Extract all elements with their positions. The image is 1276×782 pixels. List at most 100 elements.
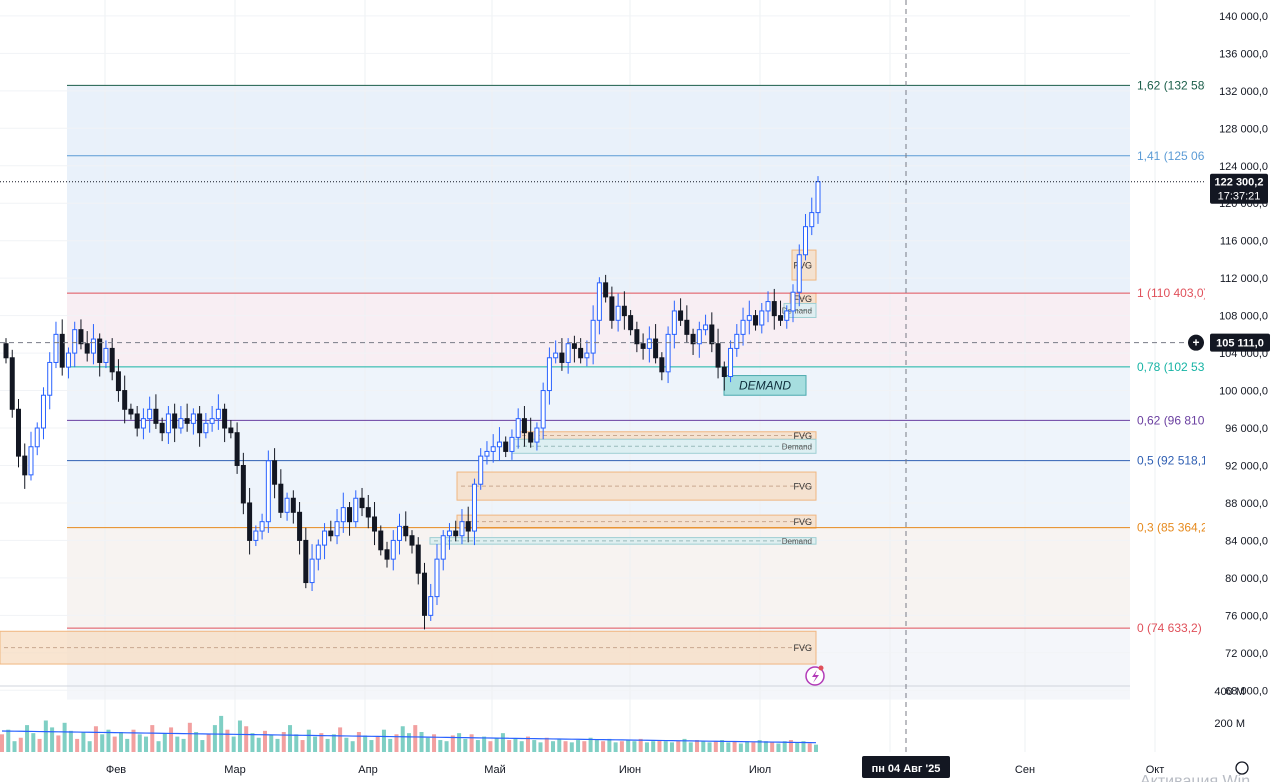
- volume-bar: [795, 742, 800, 755]
- candle-body: [703, 324, 709, 331]
- fib-level-label: 0 (74 633,2): [1137, 621, 1202, 635]
- volume-ma-line: [1, 730, 817, 744]
- price-axis-tick-label: 72 000,0: [1225, 648, 1268, 660]
- candle-body: [190, 413, 196, 424]
- candle-body: [359, 497, 365, 509]
- candle-body: [253, 530, 259, 541]
- candle-body: [640, 343, 646, 349]
- volume-bar: [219, 715, 224, 755]
- candle-body: [815, 181, 821, 214]
- candle-body: [203, 422, 209, 434]
- crosshair-plus-button: [1188, 334, 1204, 351]
- candle-body: [459, 521, 465, 537]
- candle-body: [565, 343, 571, 363]
- volume-bar: [81, 732, 86, 755]
- candle-body: [709, 324, 715, 345]
- candle-body: [59, 333, 65, 368]
- candle-body: [609, 296, 615, 321]
- volume-bar: [738, 743, 743, 755]
- volume-bar: [688, 742, 693, 755]
- price-axis-background: [1205, 0, 1276, 752]
- candle-body: [546, 357, 552, 392]
- volume-bar: [194, 732, 199, 755]
- time-axis-label: Июл: [749, 764, 771, 776]
- candle-body: [646, 338, 652, 349]
- volume-bar: [782, 741, 787, 755]
- volume-bar: [676, 741, 681, 755]
- candle-body: [47, 361, 53, 396]
- candle-body: [759, 310, 765, 326]
- volume-bar: [613, 742, 618, 755]
- candle-body: [78, 329, 84, 345]
- volume-bar: [651, 741, 656, 755]
- candle-body: [65, 352, 71, 368]
- fib-level-label: 0,3 (85 364,2: [1137, 521, 1208, 535]
- volume-bar: [269, 735, 274, 755]
- volume-bar: [488, 741, 493, 755]
- candle-body: [540, 390, 546, 429]
- candle-body: [790, 291, 796, 312]
- candle-body: [140, 418, 146, 429]
- candle-body: [740, 319, 746, 335]
- candle-body: [765, 301, 771, 312]
- fvg-zone-label: FVG: [793, 261, 812, 271]
- volume-bar: [87, 741, 92, 755]
- volume-bar: [75, 738, 80, 755]
- fvg-zone-label: FVG: [793, 431, 812, 441]
- volume-bar: [137, 734, 142, 755]
- volume-bar: [419, 732, 424, 755]
- volume-bar: [156, 741, 161, 755]
- volume-bar: [576, 740, 581, 755]
- volume-bar: [319, 733, 324, 755]
- candle-body: [172, 413, 178, 429]
- volume-bar: [162, 733, 167, 755]
- candle-body: [134, 413, 140, 429]
- volume-bar: [43, 720, 48, 755]
- candle-body: [222, 408, 228, 429]
- candle-body: [403, 525, 409, 537]
- volume-bar: [588, 737, 593, 755]
- fvg-zone-label: FVG: [793, 294, 812, 304]
- plus-icon: +: [1192, 336, 1199, 350]
- candle-body: [115, 371, 121, 392]
- candle-body: [409, 535, 415, 546]
- fvg-zone: [517, 431, 817, 440]
- candle-body: [184, 418, 190, 424]
- volume-bar: [294, 734, 299, 755]
- candle-body: [471, 483, 477, 532]
- fib-level-label: 1,41 (125 068: [1137, 149, 1211, 163]
- volume-bar: [244, 726, 249, 755]
- volume-bar: [93, 726, 98, 755]
- fvg-zone-label: FVG: [793, 517, 812, 527]
- volume-bar: [551, 741, 556, 755]
- alert-dot-icon: [818, 665, 824, 671]
- candle-body: [290, 497, 296, 513]
- volume-bar: [695, 740, 700, 755]
- candle-body: [728, 347, 734, 378]
- volume-bar: [375, 736, 380, 755]
- volume-bar: [807, 743, 812, 755]
- candle-body: [215, 408, 221, 420]
- volume-bar: [720, 740, 725, 755]
- volume-bar: [732, 741, 737, 755]
- fib-background-upper: [67, 85, 1130, 294]
- volume-bar: [187, 722, 192, 755]
- candle-body: [453, 530, 459, 537]
- candle-body: [303, 539, 309, 584]
- demand-zone-label: Demand: [782, 537, 812, 546]
- candle-body: [259, 521, 265, 532]
- candle-body: [103, 347, 109, 363]
- volume-bar: [770, 742, 775, 755]
- candle-body: [3, 343, 9, 359]
- price-axis-tick-label: 68 000,0: [1225, 685, 1268, 697]
- volume-bar: [745, 741, 750, 755]
- volume-bar: [175, 736, 180, 755]
- volume-bar: [350, 741, 355, 755]
- crosshair-price-tag: [1210, 333, 1270, 352]
- candle-body: [390, 539, 396, 560]
- volume-bar: [0, 734, 4, 755]
- volume-bar: [169, 727, 174, 755]
- volume-bar: [388, 738, 393, 755]
- demand-zone-label: Demand: [782, 306, 812, 315]
